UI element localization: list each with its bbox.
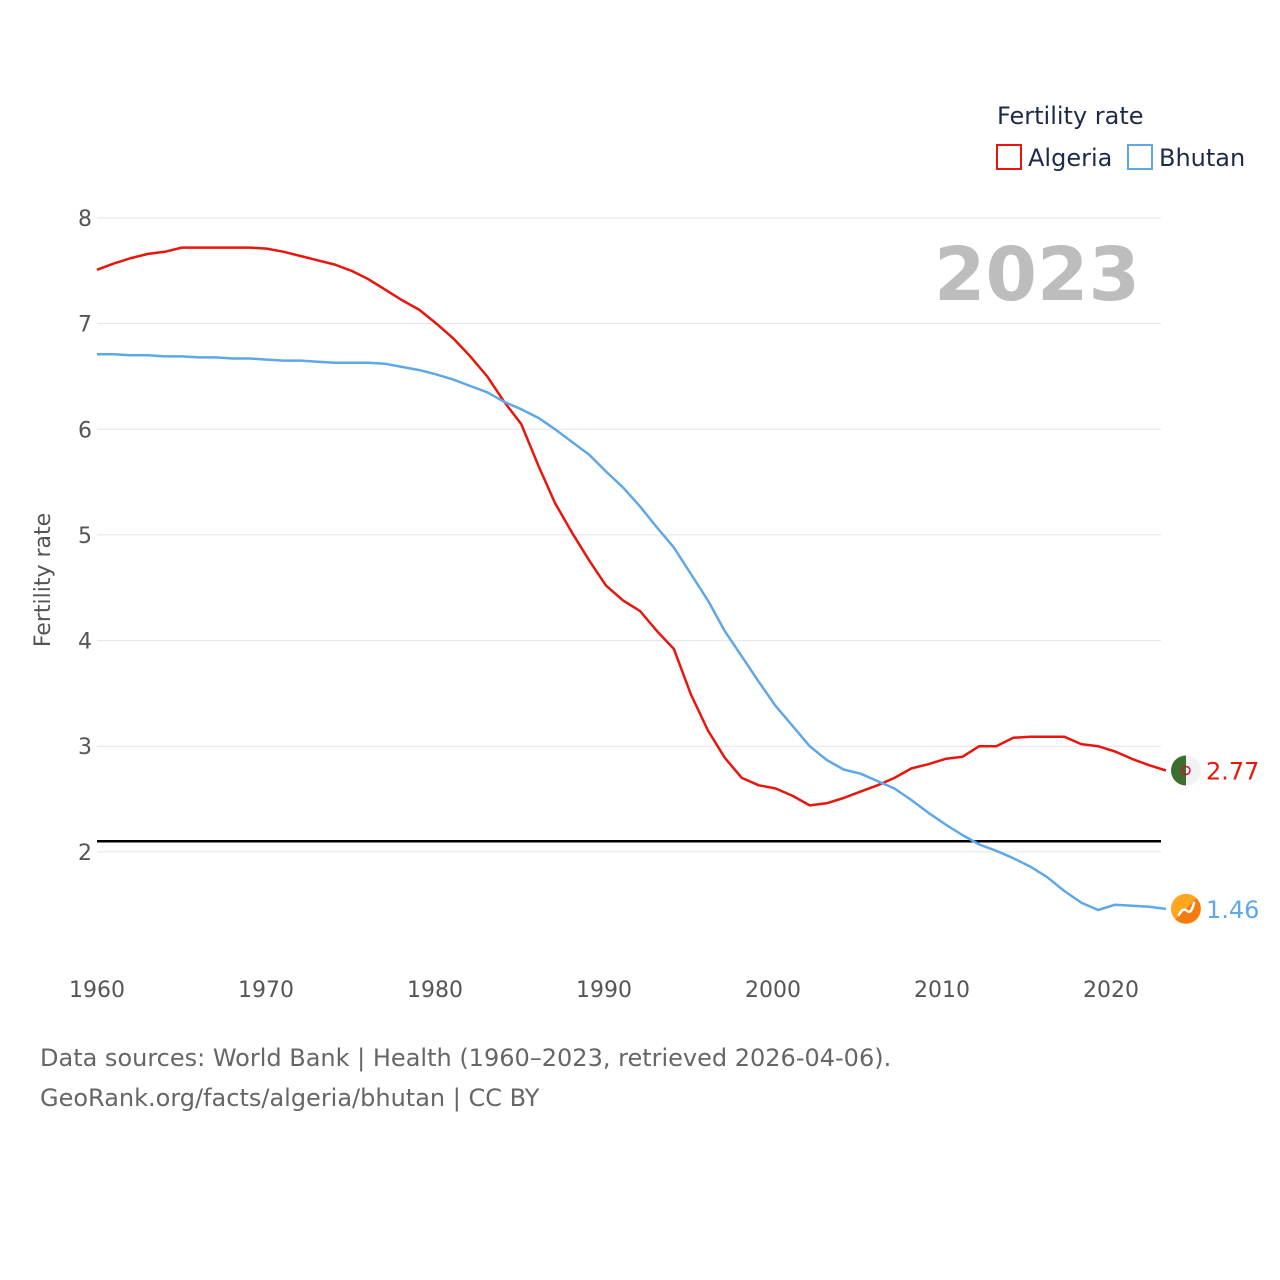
y-tick-label: 7 — [78, 313, 92, 338]
x-tick-label: 1990 — [576, 978, 632, 1003]
legend-swatch-algeria — [996, 144, 1022, 170]
series-endpoints: 2.77 1.46 — [1171, 755, 1259, 924]
end-value-label-algeria: 2.77 — [1206, 758, 1259, 786]
y-tick-label: 2 — [78, 841, 92, 866]
flag-dragon — [1177, 901, 1196, 917]
legend-label-algeria: Algeria — [1028, 144, 1112, 172]
flag-crescent — [1181, 765, 1191, 776]
legend-item-algeria[interactable]: Algeria — [996, 144, 1112, 172]
series-line-bhutan — [97, 353, 1167, 912]
footer-sources: Data sources: World Bank | Health (1960–… — [40, 1044, 892, 1072]
x-axis-ticks: 1960 1970 1980 1990 2000 2010 2020 — [69, 978, 1139, 1003]
year-label: 2023 — [934, 232, 1140, 318]
flag-icon-algeria — [1171, 755, 1201, 786]
y-tick-label: 5 — [78, 524, 92, 549]
legend-label-bhutan: Bhutan — [1159, 144, 1245, 172]
flag-icon-bhutan — [1171, 893, 1201, 924]
legend-item-bhutan[interactable]: Bhutan — [1127, 144, 1245, 172]
end-value-label-bhutan: 1.46 — [1206, 896, 1259, 924]
legend-swatch-bhutan — [1127, 144, 1153, 170]
legend: Fertility rate Algeria Bhutan — [996, 102, 1245, 172]
series-lines — [96, 246, 1167, 912]
x-tick-label: 1970 — [238, 978, 294, 1003]
x-tick-label: 2000 — [745, 978, 801, 1003]
y-tick-label: 4 — [78, 630, 92, 655]
x-tick-label: 2020 — [1083, 978, 1139, 1003]
y-tick-label: 6 — [78, 418, 92, 443]
y-axis-title: Fertility rate — [31, 513, 56, 647]
x-tick-label: 2010 — [914, 978, 970, 1003]
y-tick-label: 3 — [78, 735, 92, 760]
series-line-algeria — [96, 246, 1167, 807]
footer-link: GeoRank.org/facts/algeria/bhutan | CC BY — [40, 1084, 540, 1112]
legend-title: Fertility rate — [997, 102, 1144, 130]
y-tick-label: 8 — [78, 207, 92, 232]
gridlines — [97, 217, 1161, 853]
y-axis-ticks: 2 3 4 5 6 7 8 — [78, 207, 92, 866]
x-tick-label: 1980 — [407, 978, 463, 1003]
x-tick-label: 1960 — [69, 978, 125, 1003]
flag-green-half — [1171, 755, 1186, 786]
